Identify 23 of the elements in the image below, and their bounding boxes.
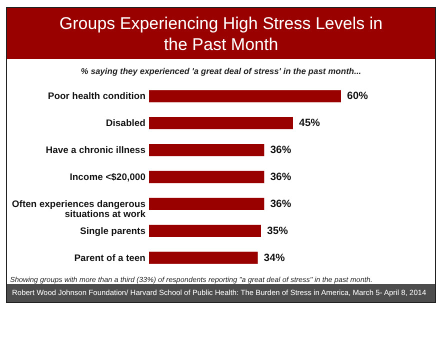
bar <box>149 198 264 210</box>
chart-title: Groups Experiencing High Stress Levels in the Past Month <box>7 8 435 59</box>
bar <box>149 224 261 237</box>
bar <box>149 170 264 184</box>
y-tick-label: Single parents <box>80 226 146 237</box>
data-label: 60% <box>347 90 369 102</box>
bar <box>149 117 293 130</box>
y-tick-label: Parent of a teen <box>74 252 146 264</box>
data-label: 36% <box>270 198 292 210</box>
bar <box>149 90 341 102</box>
data-label: 34% <box>264 252 286 264</box>
y-tick-label: Often experiences dangerous situations at work <box>12 198 146 220</box>
bar <box>149 144 264 156</box>
data-label: 36% <box>270 144 292 156</box>
y-tick-label: Disabled <box>106 118 146 130</box>
y-tick-label: Income <$20,000 <box>70 172 146 183</box>
bar <box>149 252 258 264</box>
chart-subtitle: % saying they experienced 'a great deal of stress' in the past month... <box>80 66 362 76</box>
data-label: 36% <box>270 171 292 183</box>
data-label: 45% <box>299 117 321 130</box>
y-tick-label: Poor health condition <box>48 91 146 102</box>
y-tick-label: Have a chronic illness <box>46 145 146 156</box>
data-label: 35% <box>267 224 289 237</box>
